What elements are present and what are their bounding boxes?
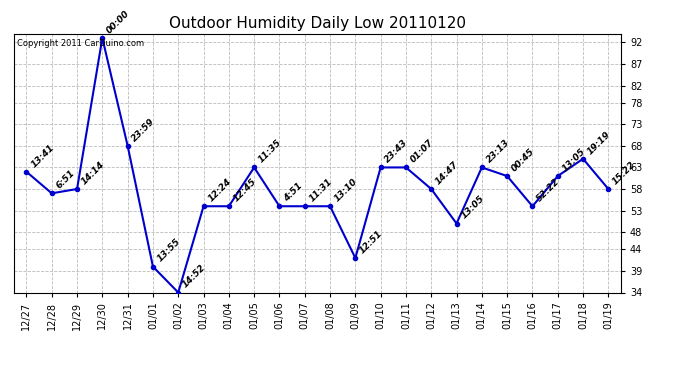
Text: 14:47: 14:47	[434, 160, 461, 186]
Text: 13:55: 13:55	[156, 237, 182, 264]
Text: 12:45: 12:45	[232, 177, 258, 204]
Text: 6:51: 6:51	[55, 168, 77, 190]
Text: 19:19: 19:19	[586, 129, 613, 156]
Text: 4:51: 4:51	[282, 181, 304, 204]
Text: 13:05: 13:05	[460, 194, 486, 221]
Text: 13:05: 13:05	[560, 147, 587, 173]
Text: Copyright 2011 CarDuino.com: Copyright 2011 CarDuino.com	[17, 39, 144, 48]
Text: 00:00: 00:00	[105, 9, 132, 35]
Title: Outdoor Humidity Daily Low 20110120: Outdoor Humidity Daily Low 20110120	[169, 16, 466, 31]
Text: 12:24: 12:24	[206, 177, 233, 204]
Text: 11:31: 11:31	[308, 177, 334, 204]
Text: 15:22: 15:22	[611, 160, 638, 186]
Text: 13:10: 13:10	[333, 177, 359, 204]
Text: 12:51: 12:51	[358, 229, 385, 255]
Text: 14:14: 14:14	[80, 160, 106, 186]
Text: 23:59: 23:59	[130, 117, 157, 143]
Text: 13:41: 13:41	[29, 142, 56, 169]
Text: 11:35: 11:35	[257, 138, 284, 165]
Text: 14:52: 14:52	[181, 263, 208, 290]
Text: 01:07: 01:07	[408, 138, 435, 165]
Text: 00:45: 00:45	[510, 147, 537, 173]
Text: 52:22: 52:22	[535, 177, 562, 204]
Text: 23:13: 23:13	[484, 138, 511, 165]
Text: 23:43: 23:43	[384, 138, 410, 165]
